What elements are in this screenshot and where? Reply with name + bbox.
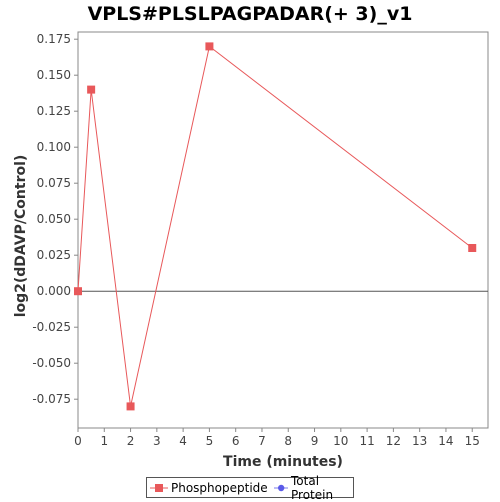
ticks: -0.075 -0.050 -0.025 0.000 0.025 0.050 0.075 0.…: [32, 32, 480, 448]
y-tick-label: 0.000: [37, 284, 71, 298]
data-point: [126, 402, 135, 411]
x-tick-label: 0: [74, 434, 82, 448]
x-tick-label: 4: [179, 434, 187, 448]
x-tick-label: 5: [206, 434, 214, 448]
data-point: [74, 287, 82, 296]
total-protein-legend-icon: [273, 484, 289, 491]
x-tick-label: 8: [284, 434, 292, 448]
y-tick-label: 0.075: [37, 176, 71, 190]
chart-title: VPLS#PLSLPAGPADAR(+ 3)_v1: [87, 3, 413, 25]
plot-frame: [77, 31, 489, 429]
x-tick-label: 12: [386, 434, 401, 448]
y-tick-label: -0.025: [32, 320, 71, 334]
data-point: [205, 42, 214, 51]
y-tick-label: -0.050: [32, 356, 71, 370]
y-tick-label: 0.025: [37, 248, 71, 262]
x-tick-label: 14: [438, 434, 453, 448]
legend-item-total-protein: Total Protein: [273, 473, 350, 502]
x-tick-label: 9: [311, 434, 319, 448]
y-tick-label: 0.175: [37, 32, 71, 46]
axes: [77, 31, 489, 429]
y-axis-label: log2(dDAVP/Control): [13, 155, 29, 318]
x-axis-label: Time (minutes): [223, 454, 343, 470]
legend-label-total-protein: Total Protein: [291, 473, 334, 502]
x-tick-label: 3: [153, 434, 161, 448]
legend: Phosphopeptide Total Protein: [146, 474, 354, 502]
x-tick-label: 7: [258, 434, 266, 448]
series: [74, 42, 477, 411]
phosphopeptide-legend-icon: [150, 483, 168, 492]
legend-label-phosphopeptide: Phosphopeptide: [171, 480, 268, 495]
y-tick-label: 0.100: [37, 140, 71, 154]
legend-item-phosphopeptide: Phosphopeptide: [150, 481, 268, 495]
x-tick-label: 6: [232, 434, 240, 448]
x-tick-label: 2: [127, 434, 135, 448]
y-tick-label: 0.150: [37, 68, 71, 82]
data-point: [468, 244, 477, 252]
data-point: [87, 85, 96, 94]
y-tick-label: 0.050: [37, 212, 71, 226]
x-tick-label: 1: [100, 434, 108, 448]
x-tick-label: 15: [465, 434, 480, 448]
x-tick-label: 13: [412, 434, 427, 448]
x-tick-label: 10: [333, 434, 348, 448]
y-tick-label: -0.075: [32, 392, 71, 406]
x-tick-label: 11: [359, 434, 374, 448]
y-tick-label: 0.125: [37, 104, 71, 118]
